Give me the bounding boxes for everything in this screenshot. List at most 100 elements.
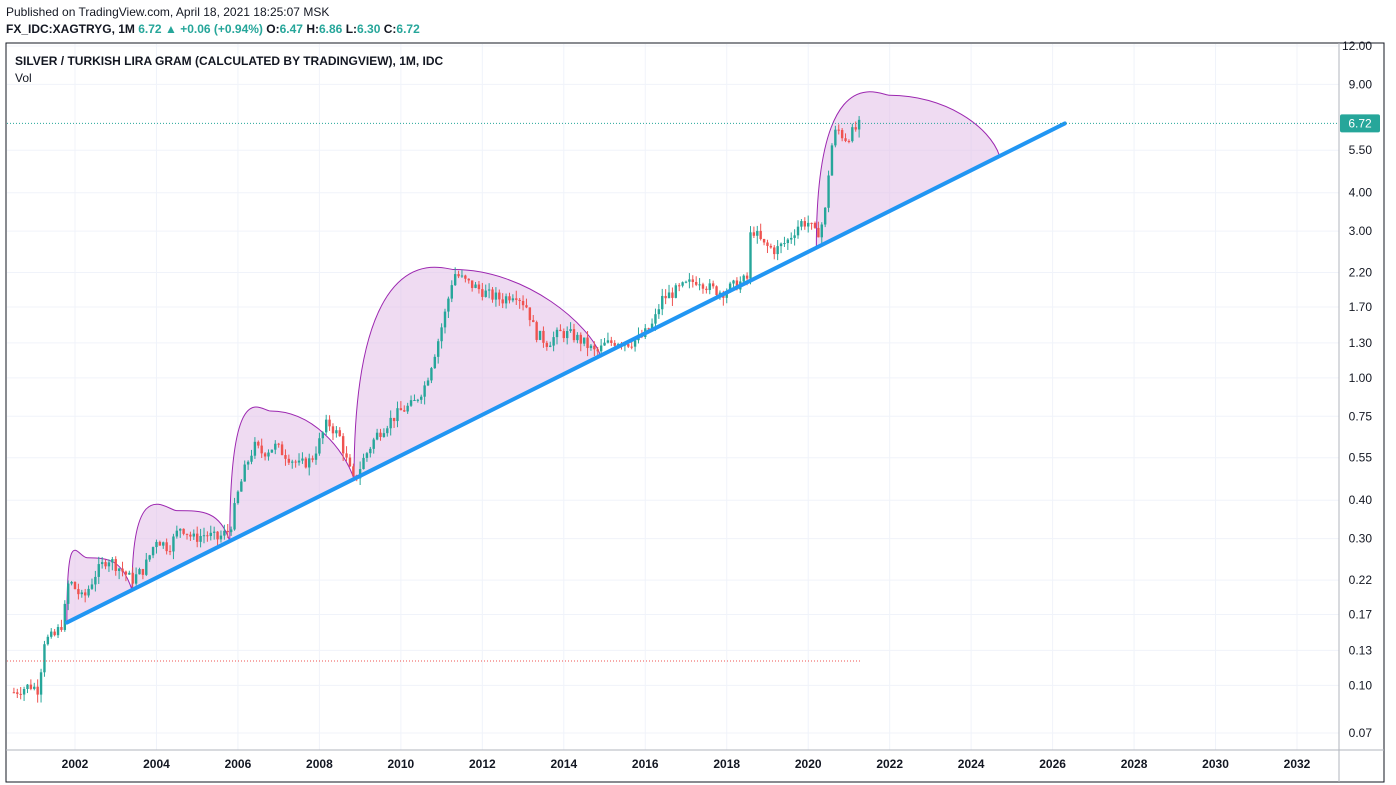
candle-body[interactable] xyxy=(70,581,73,584)
candle-body[interactable] xyxy=(450,285,453,299)
candle-body[interactable] xyxy=(90,584,94,589)
candle-body[interactable] xyxy=(742,275,745,282)
candle-body[interactable] xyxy=(409,400,413,406)
candle-body[interactable] xyxy=(145,559,148,575)
candle-body[interactable] xyxy=(654,314,657,324)
trendline[interactable] xyxy=(64,121,1067,625)
candle-body[interactable] xyxy=(606,340,610,343)
candle-body[interactable] xyxy=(827,175,830,208)
candle-body[interactable] xyxy=(766,242,769,246)
candle-body[interactable] xyxy=(372,439,375,449)
candle-body[interactable] xyxy=(318,438,321,454)
candle-body[interactable] xyxy=(633,340,637,347)
candle-body[interactable] xyxy=(308,458,311,468)
candle-body[interactable] xyxy=(671,292,674,298)
candle-body[interactable] xyxy=(732,280,735,284)
candle-body[interactable] xyxy=(847,140,851,142)
candle-body[interactable] xyxy=(470,280,474,288)
candle-body[interactable] xyxy=(33,686,36,689)
candle-body[interactable] xyxy=(121,568,124,572)
candle-body[interactable] xyxy=(83,592,87,596)
candle-body[interactable] xyxy=(240,481,243,492)
candle-body[interactable] xyxy=(287,458,291,463)
candle-body[interactable] xyxy=(565,331,569,339)
candle-body[interactable] xyxy=(46,636,50,645)
candle-body[interactable] xyxy=(596,349,599,352)
candle-body[interactable] xyxy=(647,328,650,330)
chart-legend-title[interactable]: SILVER / TURKISH LIRA GRAM (CALCULATED B… xyxy=(15,54,444,68)
candle-body[interactable] xyxy=(243,464,246,482)
candle-body[interactable] xyxy=(77,589,80,595)
candle-body[interactable] xyxy=(216,531,219,540)
candle-body[interactable] xyxy=(50,631,53,637)
candle-body[interactable] xyxy=(481,289,484,297)
candle-body[interactable] xyxy=(80,592,83,595)
candle-body[interactable] xyxy=(549,345,552,347)
candle-body[interactable] xyxy=(117,568,121,571)
candle-body[interactable] xyxy=(151,547,155,556)
candle-body[interactable] xyxy=(562,331,565,339)
candle-body[interactable] xyxy=(87,588,90,596)
candle-body[interactable] xyxy=(124,571,128,575)
candle-body[interactable] xyxy=(229,529,233,533)
candle-body[interactable] xyxy=(759,230,762,240)
candle-body[interactable] xyxy=(375,432,379,440)
candle-body[interactable] xyxy=(515,298,518,300)
candle-body[interactable] xyxy=(43,644,46,673)
candle-body[interactable] xyxy=(22,689,26,695)
candle-body[interactable] xyxy=(199,535,202,542)
candle-body[interactable] xyxy=(250,455,253,462)
candle-body[interactable] xyxy=(854,127,857,130)
candle-body[interactable] xyxy=(67,583,70,604)
candle-body[interactable] xyxy=(128,572,131,575)
candle-body[interactable] xyxy=(701,284,705,289)
candle-body[interactable] xyxy=(219,535,223,540)
candle-body[interactable] xyxy=(226,530,229,533)
candle-body[interactable] xyxy=(779,243,783,247)
candle-body[interactable] xyxy=(817,227,820,238)
candle-body[interactable] xyxy=(501,299,504,304)
candle-body[interactable] xyxy=(382,433,386,437)
candle-body[interactable] xyxy=(114,559,117,571)
candle-body[interactable] xyxy=(807,222,810,227)
candle-body[interactable] xyxy=(773,247,776,255)
candle-body[interactable] xyxy=(484,290,487,297)
candle-body[interactable] xyxy=(39,672,43,695)
candle-body[interactable] xyxy=(158,541,162,546)
candle-body[interactable] xyxy=(735,280,739,290)
candle-body[interactable] xyxy=(345,453,348,458)
candle-body[interactable] xyxy=(803,221,807,227)
candle-body[interactable] xyxy=(212,531,216,533)
candle-body[interactable] xyxy=(627,344,630,347)
candle-body[interactable] xyxy=(790,237,793,240)
candle-body[interactable] xyxy=(559,329,562,332)
candle-body[interactable] xyxy=(708,283,711,291)
candle-body[interactable] xyxy=(253,441,257,456)
candle-body[interactable] xyxy=(599,345,603,352)
candle-body[interactable] xyxy=(280,444,284,456)
candle-body[interactable] xyxy=(630,346,633,348)
candle-body[interactable] xyxy=(246,461,250,465)
candle-body[interactable] xyxy=(379,432,382,437)
candle-body[interactable] xyxy=(698,284,701,286)
candle-body[interactable] xyxy=(223,530,226,536)
candle-body[interactable] xyxy=(728,283,732,292)
candle-body[interactable] xyxy=(586,337,589,349)
candle-body[interactable] xyxy=(678,285,681,287)
candle-body[interactable] xyxy=(494,292,498,300)
candle-body[interactable] xyxy=(464,275,467,279)
candle-body[interactable] xyxy=(392,417,396,422)
candle-body[interactable] xyxy=(291,461,294,463)
candle-body[interactable] xyxy=(474,284,477,288)
candle-body[interactable] xyxy=(518,299,521,301)
candle-body[interactable] xyxy=(834,129,837,146)
candle-body[interactable] xyxy=(138,569,141,575)
candle-body[interactable] xyxy=(365,453,369,458)
candle-body[interactable] xyxy=(182,528,185,534)
candle-body[interactable] xyxy=(263,453,267,457)
candle-body[interactable] xyxy=(389,417,392,429)
candle-body[interactable] xyxy=(528,307,532,321)
candle-body[interactable] xyxy=(776,246,779,255)
candle-body[interactable] xyxy=(175,530,179,537)
candle-body[interactable] xyxy=(437,341,440,357)
